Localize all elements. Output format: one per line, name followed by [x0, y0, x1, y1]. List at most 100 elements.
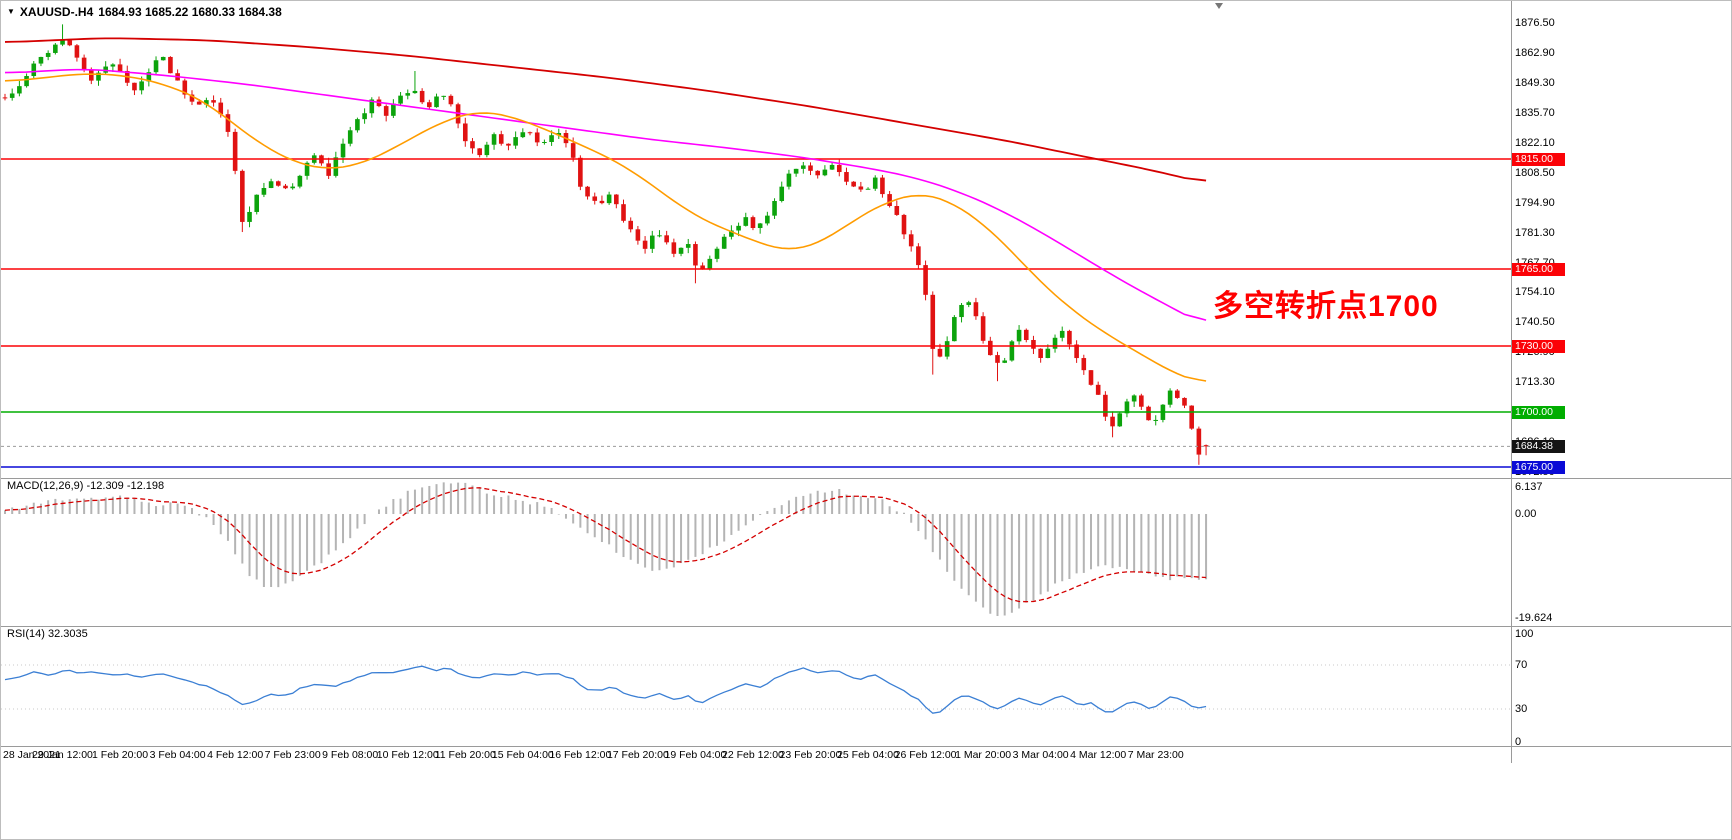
candle-body	[793, 168, 799, 174]
candle-body	[1182, 397, 1187, 406]
candle-body	[908, 234, 914, 247]
candle-body	[1174, 390, 1180, 398]
price-axis-label: 1835.70	[1515, 106, 1555, 119]
hline-price-tag: 1700.00	[1512, 405, 1565, 419]
candle-body	[916, 246, 921, 266]
candle-body	[405, 93, 411, 96]
time-axis-label: 19 Feb 04:00	[664, 749, 727, 761]
candle-body	[765, 215, 770, 224]
candle-body	[9, 93, 15, 98]
candle-body	[542, 141, 547, 143]
rsi-name: RSI(14)	[7, 628, 45, 640]
candle-body	[527, 132, 533, 134]
time-axis-label: 15 Feb 04:00	[491, 749, 554, 761]
rsi-axis-label: 30	[1515, 703, 1528, 715]
time-axis-label: 4 Mar 12:00	[1070, 749, 1127, 761]
candle-body	[204, 100, 209, 105]
candle-body	[923, 265, 928, 295]
time-axis-label: 29 Jan 12:00	[32, 749, 93, 761]
candle-body	[779, 186, 785, 201]
candle-body	[513, 137, 518, 146]
candle-body	[1189, 405, 1194, 429]
macd-signal-line	[4, 487, 1207, 603]
candle-body	[865, 188, 871, 190]
candle-body	[1045, 348, 1051, 358]
candle-body	[714, 248, 720, 259]
rsi-value: 32.3035	[47, 628, 88, 640]
candle-body	[786, 173, 792, 187]
candle-body	[89, 70, 94, 81]
candle-body	[743, 217, 749, 226]
hline-price-tag: 1675.00	[1512, 460, 1565, 474]
time-axis-label: 11 Feb 20:00	[434, 749, 496, 761]
candle-body	[283, 185, 288, 189]
collapse-icon[interactable]: ▼	[7, 7, 15, 16]
candle-body	[1081, 358, 1087, 371]
hline-price-tag: 1815.00	[1512, 152, 1565, 166]
candle-body	[1117, 413, 1123, 427]
candle-body	[944, 341, 950, 357]
candle-body	[1031, 339, 1036, 349]
candle-body	[836, 164, 842, 173]
candle-body	[534, 132, 540, 143]
price-axis-label: 1808.50	[1515, 166, 1555, 179]
candle-body	[642, 240, 648, 249]
candle-body	[304, 162, 310, 176]
candle-body	[685, 244, 691, 248]
candle-body	[484, 144, 490, 156]
time-axis-label: 28 Jan 2021	[3, 749, 61, 761]
candle-body	[17, 86, 22, 94]
candle-body	[441, 95, 447, 97]
macd-indicator-label: MACD(12,26,9) -12.309 -12.198	[7, 480, 164, 492]
candle-body	[1095, 384, 1101, 395]
candle-body	[1110, 416, 1115, 427]
time-axis-label: 3 Mar 04:00	[1012, 749, 1069, 761]
candle-body	[930, 294, 936, 349]
candle-body	[103, 66, 108, 73]
candle-body	[1088, 370, 1094, 385]
candle-body	[218, 102, 224, 115]
candle-body	[333, 157, 339, 176]
candle-body	[1052, 337, 1058, 349]
candle-body	[67, 40, 73, 46]
candle-body	[729, 230, 734, 237]
candle-body	[232, 131, 238, 171]
time-axis-label: 25 Feb 04:00	[837, 749, 899, 761]
candle-body	[1067, 330, 1072, 345]
candle-body	[398, 95, 403, 104]
candle-body	[578, 157, 583, 187]
candle-body	[808, 165, 813, 171]
time-axis-label: 1 Feb 20:00	[92, 749, 149, 761]
price-axis-label: 1713.30	[1515, 376, 1555, 389]
candle-body	[189, 94, 195, 102]
candle-body	[901, 214, 907, 235]
chart-annotation-text: 多空转折点1700	[1213, 290, 1439, 323]
rsi-indicator-label: RSI(14) 32.3035	[7, 628, 88, 640]
candle-body	[671, 242, 677, 254]
candle-body	[520, 132, 526, 138]
candle-body	[412, 90, 418, 94]
candle-body	[419, 90, 425, 103]
price-axis-label: 1754.10	[1515, 286, 1555, 299]
rsi-axis-label: 100	[1515, 628, 1534, 640]
candle-body	[462, 123, 468, 142]
candle-body	[261, 188, 267, 195]
time-axis-label: 3 Feb 04:00	[149, 749, 206, 761]
current-price-tag: 1684.38	[1512, 439, 1565, 453]
candle-body	[38, 56, 44, 64]
candle-body	[362, 113, 367, 120]
macd-axis-label: -19.624	[1515, 612, 1553, 624]
candle-body	[160, 56, 166, 61]
candle-body	[268, 181, 274, 189]
candle-body	[254, 194, 260, 212]
candle-body	[1009, 341, 1015, 361]
candle-body	[995, 355, 1000, 363]
time-axis-label: 17 Feb 20:00	[606, 749, 669, 761]
time-axis-label: 7 Mar 23:00	[1127, 749, 1184, 761]
candle-body	[1131, 395, 1137, 402]
candle-body	[657, 235, 662, 237]
candle-body	[182, 80, 188, 95]
price-axis-label: 1781.30	[1515, 226, 1555, 239]
